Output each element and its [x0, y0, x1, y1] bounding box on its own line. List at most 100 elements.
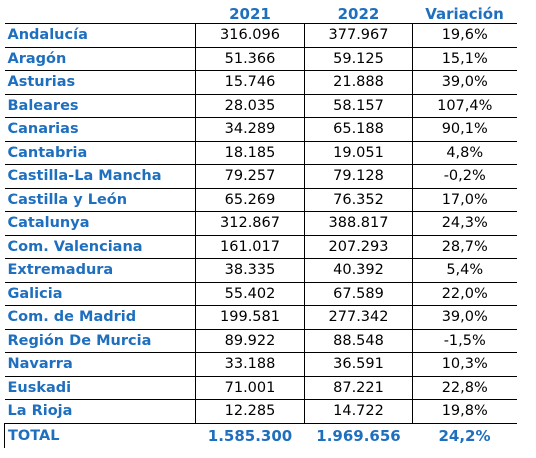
table-row: La Rioja 12.285 14.722 19,8% — [4, 399, 517, 424]
value-2022: 87.221 — [304, 376, 413, 400]
table-row: Com. de Madrid 199.581 277.342 39,0% — [4, 305, 517, 330]
table-row: Aragón 51.366 59.125 15,1% — [4, 47, 517, 71]
table-row: Canarias 34.289 65.188 90,1% — [4, 117, 517, 142]
value-2021: 71.001 — [195, 376, 305, 400]
value-2021: 312.867 — [195, 211, 305, 236]
region-name: Canarias — [4, 117, 196, 142]
region-name: Andalucía — [4, 23, 196, 48]
variation-value: 10,3% — [412, 352, 517, 377]
value-2022: 36.591 — [304, 352, 413, 377]
table-row: Extremadura 38.335 40.392 5,4% — [4, 258, 517, 283]
region-name: Extremadura — [4, 258, 196, 283]
header-variation: Variación — [425, 5, 504, 23]
region-name: La Rioja — [4, 399, 196, 424]
variation-value: 19,8% — [412, 399, 517, 424]
table-row: Castilla y León 65.269 76.352 17,0% — [4, 188, 517, 212]
variation-value: 39,0% — [412, 70, 517, 95]
header-2022: 2022 — [337, 5, 380, 23]
table-row: Baleares 28.035 58.157 107,4% — [4, 94, 517, 118]
table-row: Navarra 33.188 36.591 10,3% — [4, 352, 517, 377]
value-2022: 388.817 — [304, 211, 413, 236]
value-2021: 38.335 — [195, 258, 305, 283]
value-2022: 59.125 — [304, 47, 413, 71]
value-2022: 21.888 — [304, 70, 413, 95]
table-body: Andalucía 316.096 377.967 19,6% Aragón 51.366… — [4, 23, 517, 424]
value-2021: 79.257 — [195, 164, 305, 189]
value-2021: 316.096 — [195, 23, 305, 48]
variation-value: 5,4% — [412, 258, 517, 283]
value-2021: 89.922 — [195, 329, 305, 353]
value-2021: 161.017 — [195, 235, 305, 259]
value-2022: 67.589 — [304, 282, 413, 306]
region-name: Com. Valenciana — [4, 235, 196, 259]
total-2021: 1.585.300 — [207, 426, 293, 445]
value-2022: 65.188 — [304, 117, 413, 142]
regional-data-table-wrapper: 2021 2022 Variación Andalucía 316.096 377.… — [4, 2, 517, 448]
value-2021: 51.366 — [195, 47, 305, 71]
region-name: Asturias — [4, 70, 196, 95]
variation-value: 22,0% — [412, 282, 517, 306]
total-2022: 1.969.656 — [316, 426, 401, 445]
variation-value: 107,4% — [412, 94, 517, 118]
value-2022: 14.722 — [304, 399, 413, 424]
region-name: Catalunya — [4, 211, 196, 236]
value-2022: 40.392 — [304, 258, 413, 283]
value-2022: 207.293 — [304, 235, 413, 259]
variation-value: 15,1% — [412, 47, 517, 71]
regional-data-table: 2021 2022 Variación Andalucía 316.096 377.… — [4, 2, 517, 448]
value-2022: 377.967 — [304, 23, 413, 48]
region-name: Com. de Madrid — [4, 305, 196, 330]
table-row: Galicia 55.402 67.589 22,0% — [4, 282, 517, 306]
region-name: Baleares — [4, 94, 196, 118]
variation-value: 4,8% — [412, 141, 517, 165]
value-2022: 58.157 — [304, 94, 413, 118]
header-row: 2021 2022 Variación — [5, 2, 517, 24]
variation-value: -0,2% — [412, 164, 517, 189]
region-name: Cantabria — [4, 141, 196, 165]
total-row: TOTAL 1.585.300 1.969.656 24,2% — [4, 423, 517, 448]
value-2021: 15.746 — [195, 70, 305, 95]
value-2021: 55.402 — [195, 282, 305, 306]
value-2021: 28.035 — [195, 94, 305, 118]
region-name: Euskadi — [4, 376, 196, 400]
value-2021: 34.289 — [195, 117, 305, 142]
variation-value: 90,1% — [412, 117, 517, 142]
value-2021: 199.581 — [195, 305, 305, 330]
value-2022: 19.051 — [304, 141, 413, 165]
table-row: Castilla-La Mancha 79.257 79.128 -0,2% — [4, 164, 517, 189]
region-name: Galicia — [4, 282, 196, 306]
table-row: Asturias 15.746 21.888 39,0% — [4, 70, 517, 95]
variation-value: 22,8% — [412, 376, 517, 400]
variation-value: 39,0% — [412, 305, 517, 330]
region-name: Aragón — [4, 47, 196, 71]
table-row: Andalucía 316.096 377.967 19,6% — [4, 23, 517, 48]
table-row: Com. Valenciana 161.017 207.293 28,7% — [4, 235, 517, 259]
table-row: Euskadi 71.001 87.221 22,8% — [4, 376, 517, 400]
table-header: 2021 2022 Variación — [5, 2, 517, 24]
value-2022: 76.352 — [304, 188, 413, 212]
value-2022: 79.128 — [304, 164, 413, 189]
value-2021: 65.269 — [195, 188, 305, 212]
variation-value: 24,3% — [412, 211, 517, 236]
value-2021: 18.185 — [195, 141, 305, 165]
value-2021: 12.285 — [195, 399, 305, 424]
variation-value: 28,7% — [412, 235, 517, 259]
variation-value: 17,0% — [412, 188, 517, 212]
variation-value: 19,6% — [412, 23, 517, 48]
table-row: Cantabria 18.185 19.051 4,8% — [4, 141, 517, 165]
value-2021: 33.188 — [195, 352, 305, 377]
header-2021: 2021 — [229, 5, 271, 23]
table-footer: TOTAL 1.585.300 1.969.656 24,2% — [4, 423, 517, 448]
variation-value: -1,5% — [412, 329, 517, 353]
table-row: Catalunya 312.867 388.817 24,3% — [4, 211, 517, 236]
total-variation: 24,2% — [438, 426, 491, 445]
header-region — [5, 2, 196, 24]
value-2022: 277.342 — [304, 305, 413, 330]
region-name: Región De Murcia — [4, 329, 196, 353]
region-name: Castilla y León — [4, 188, 196, 212]
total-label: TOTAL — [4, 423, 196, 448]
value-2022: 88.548 — [304, 329, 413, 353]
table-row: Región De Murcia 89.922 88.548 -1,5% — [4, 329, 517, 353]
region-name: Castilla-La Mancha — [4, 164, 196, 189]
region-name: Navarra — [4, 352, 196, 377]
